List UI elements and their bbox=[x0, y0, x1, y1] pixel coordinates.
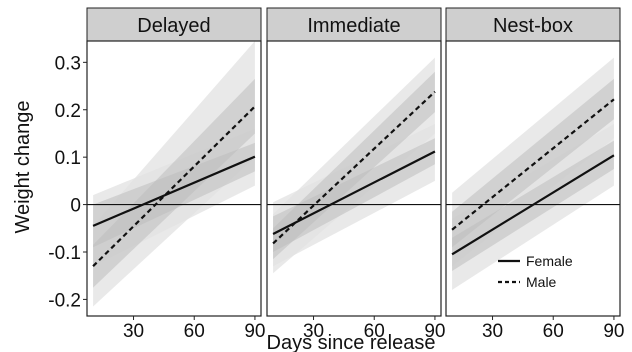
x-tick-label: 90 bbox=[424, 321, 445, 342]
panel-title: Nest-box bbox=[493, 15, 573, 37]
x-tick-label: 60 bbox=[184, 321, 205, 342]
x-axis-title: Days since release bbox=[267, 332, 436, 352]
x-tick-label: 60 bbox=[364, 321, 385, 342]
female-inner-ribbon bbox=[273, 138, 435, 252]
x-tick-label: 30 bbox=[123, 321, 144, 342]
x-tick-label: 30 bbox=[303, 321, 324, 342]
x-tick-label: 90 bbox=[244, 321, 265, 342]
panel-strip bbox=[445, 7, 621, 42]
legend-label-female: Female bbox=[526, 253, 573, 269]
female-trend-line bbox=[451, 154, 615, 256]
x-tick-label: 60 bbox=[543, 321, 564, 342]
y-axis: 0.3 0.2 0.1 0 -0.1 -0.2 bbox=[48, 53, 87, 311]
panel-delayed: Delayed 30 60 90 bbox=[86, 7, 266, 342]
plot-border bbox=[266, 40, 442, 317]
panel-strip bbox=[86, 7, 262, 42]
y-tick-label: -0.2 bbox=[48, 290, 81, 311]
panels-layer: Delayed 30 60 90 Immediate 30 60 90 Nest-box 30 60… bbox=[86, 7, 625, 342]
y-tick-label: 0.1 bbox=[55, 148, 81, 169]
female-trend-line bbox=[272, 150, 436, 235]
panel-immediate: Immediate 30 60 90 bbox=[266, 7, 446, 342]
panel-title: Delayed bbox=[137, 15, 210, 37]
x-tick-label: 90 bbox=[603, 321, 624, 342]
y-tick-label: 0 bbox=[70, 196, 81, 217]
male-trend-line bbox=[92, 105, 256, 267]
x-tick-label: 30 bbox=[482, 321, 503, 342]
legend-label-male: Male bbox=[526, 274, 557, 290]
male-inner-ribbon bbox=[452, 78, 614, 248]
panel-nest-box: Nest-box 30 60 90 bbox=[445, 7, 625, 342]
plot-border bbox=[86, 40, 262, 317]
y-tick-label: 0.3 bbox=[55, 53, 81, 74]
y-axis-title: Weight change bbox=[12, 100, 34, 233]
y-tick-label: -0.1 bbox=[48, 243, 81, 264]
male-inner-ribbon bbox=[93, 78, 255, 288]
female-trend-line bbox=[92, 155, 256, 227]
legend: Female Male bbox=[498, 253, 573, 290]
male-trend-line bbox=[451, 98, 615, 231]
y-tick-label: 0.2 bbox=[55, 101, 81, 122]
panel-title: Immediate bbox=[307, 15, 400, 37]
male-trend-line bbox=[272, 90, 436, 245]
plot-border bbox=[445, 40, 621, 317]
